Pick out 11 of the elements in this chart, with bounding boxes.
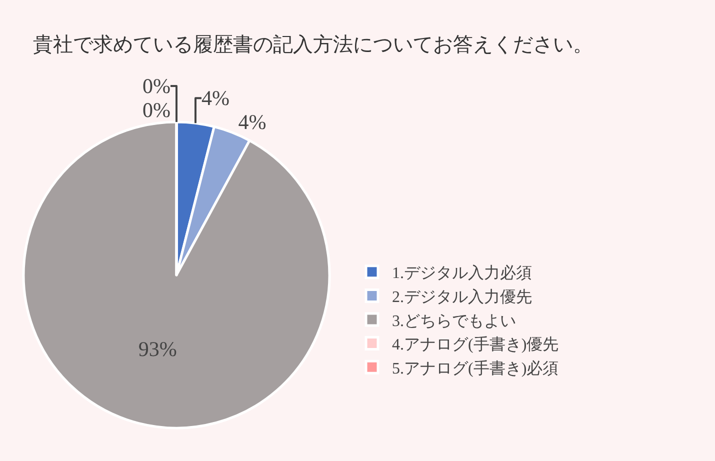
data-label: 4% <box>201 86 230 110</box>
legend-label: 1.デジタル入力必須 <box>392 264 532 282</box>
legend-label: 2.デジタル入力優先 <box>392 288 532 306</box>
text: 0% <box>142 98 170 122</box>
text: 0% <box>142 74 170 98</box>
legend-label: 3.どちらでもよい <box>392 312 516 330</box>
chart-title: 貴社で求めている履歴書の記入方法についてお答えください。 <box>33 33 593 56</box>
data-label: 4% <box>238 110 266 134</box>
legend-label: 5.アナログ(手書き)必須 <box>392 359 559 378</box>
legend-label: 4.アナログ(手書き)優先 <box>392 336 559 354</box>
data-label: 93% <box>138 337 177 362</box>
